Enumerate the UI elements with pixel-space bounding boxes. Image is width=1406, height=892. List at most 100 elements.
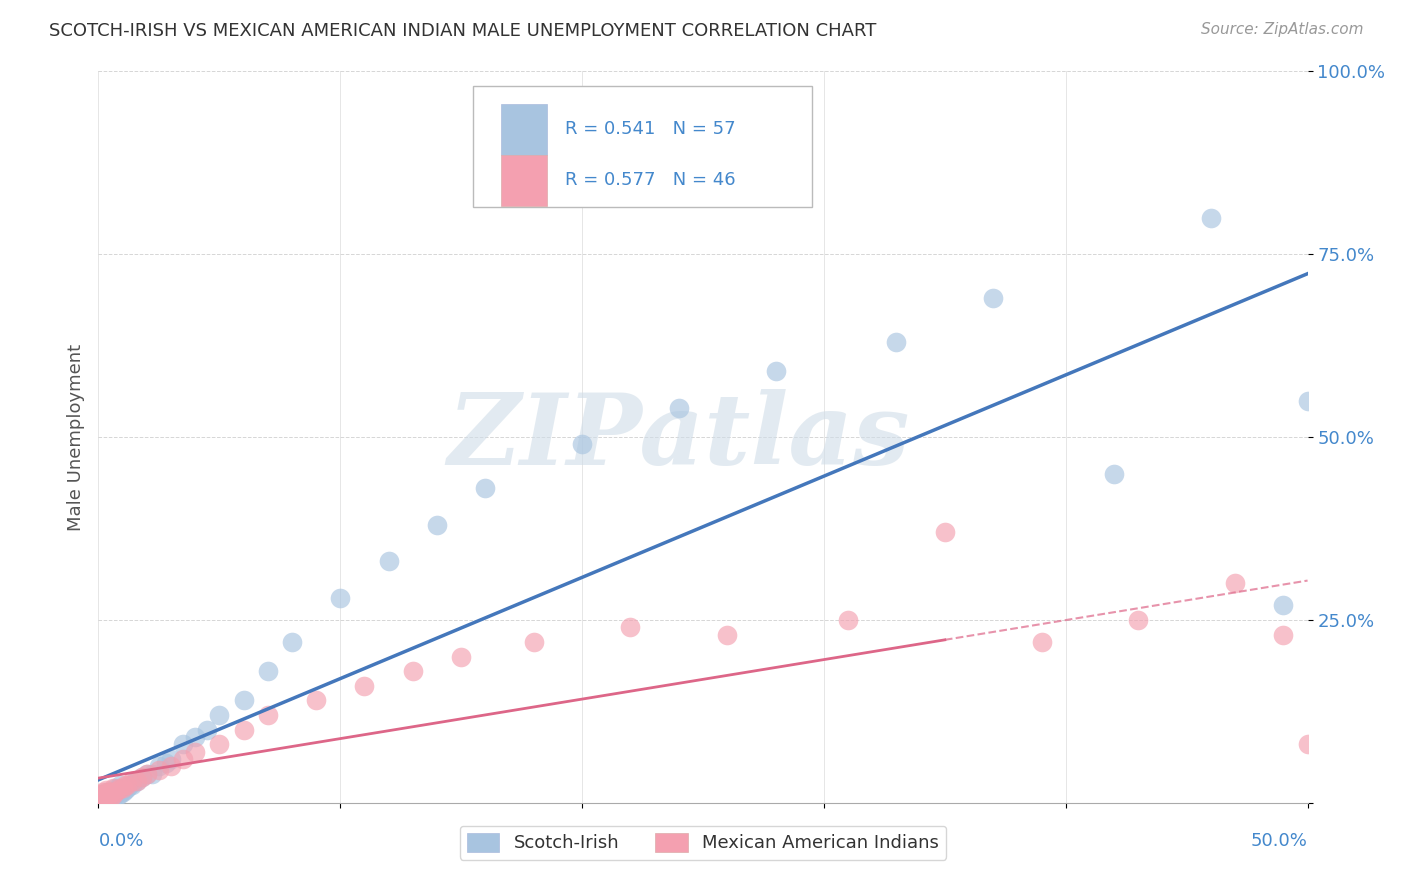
Point	[101, 781, 124, 796]
Point	[232, 723, 254, 737]
Point	[107, 781, 129, 796]
Point	[108, 778, 131, 792]
Point	[90, 789, 112, 804]
Point	[104, 781, 127, 796]
Point	[402, 664, 425, 678]
Point	[104, 785, 127, 799]
Point	[117, 781, 139, 796]
Point	[232, 693, 254, 707]
Text: SCOTCH-IRISH VS MEXICAN AMERICAN INDIAN MALE UNEMPLOYMENT CORRELATION CHART: SCOTCH-IRISH VS MEXICAN AMERICAN INDIAN …	[49, 22, 876, 40]
Point	[1296, 393, 1319, 408]
Point	[107, 782, 129, 797]
Point	[97, 789, 120, 804]
Point	[619, 620, 641, 634]
Text: 0.0%: 0.0%	[98, 832, 143, 850]
Point	[91, 787, 114, 801]
Point	[184, 730, 207, 744]
Point	[172, 737, 194, 751]
Point	[114, 782, 136, 797]
Point	[91, 789, 114, 803]
Point	[101, 785, 124, 799]
Point	[90, 792, 112, 806]
Text: R = 0.577   N = 46: R = 0.577 N = 46	[565, 171, 735, 189]
Point	[108, 787, 131, 801]
Point	[100, 785, 122, 799]
Point	[100, 789, 122, 803]
Point	[837, 613, 859, 627]
Point	[121, 778, 143, 792]
Point	[108, 781, 131, 796]
Point	[208, 737, 231, 751]
Point	[1272, 627, 1295, 641]
Point	[716, 627, 738, 641]
Point	[90, 792, 112, 806]
Text: ZIPatlas: ZIPatlas	[447, 389, 910, 485]
Point	[1128, 613, 1150, 627]
Point	[97, 792, 120, 806]
Point	[91, 792, 114, 806]
Point	[124, 773, 146, 788]
Point	[155, 756, 177, 770]
Point	[94, 792, 117, 806]
Point	[305, 693, 328, 707]
Point	[195, 723, 218, 737]
Point	[117, 778, 139, 792]
Point	[97, 787, 120, 801]
Point	[256, 708, 278, 723]
Point	[668, 401, 690, 415]
Point	[114, 778, 136, 792]
Point	[160, 759, 183, 773]
Point	[256, 664, 278, 678]
Point	[101, 789, 124, 803]
Point	[281, 635, 304, 649]
Point	[1296, 737, 1319, 751]
Point	[135, 766, 157, 780]
Point	[172, 752, 194, 766]
Point	[94, 792, 117, 806]
Point	[160, 752, 183, 766]
Point	[91, 785, 114, 799]
Point	[127, 773, 149, 788]
Point	[111, 781, 134, 796]
Point	[94, 785, 117, 799]
Point	[97, 785, 120, 799]
Point	[121, 773, 143, 788]
Point	[100, 785, 122, 799]
Point	[1272, 599, 1295, 613]
Text: 50.0%: 50.0%	[1251, 832, 1308, 850]
Point	[90, 789, 112, 803]
Point	[523, 635, 546, 649]
Point	[131, 770, 153, 784]
Point	[94, 782, 117, 797]
Text: Source: ZipAtlas.com: Source: ZipAtlas.com	[1201, 22, 1364, 37]
Point	[765, 364, 787, 378]
Point	[90, 787, 112, 801]
FancyBboxPatch shape	[474, 86, 811, 207]
Point	[1102, 467, 1125, 481]
Point	[329, 591, 352, 605]
Point	[377, 554, 399, 568]
Point	[100, 792, 122, 806]
Point	[107, 789, 129, 803]
Point	[94, 789, 117, 803]
Point	[104, 789, 127, 803]
Point	[934, 525, 956, 540]
Point	[981, 291, 1004, 305]
Point	[1031, 635, 1053, 649]
Point	[127, 773, 149, 788]
Point	[90, 790, 112, 805]
Point	[353, 679, 375, 693]
Point	[141, 766, 163, 780]
Point	[118, 778, 141, 792]
Point	[886, 334, 908, 349]
Point	[148, 759, 170, 773]
Point	[571, 437, 593, 451]
Point	[91, 792, 114, 806]
Point	[97, 789, 120, 804]
Point	[111, 785, 134, 799]
Point	[184, 745, 207, 759]
Point	[148, 763, 170, 777]
Legend: Scotch-Irish, Mexican American Indians: Scotch-Irish, Mexican American Indians	[460, 826, 946, 860]
Point	[101, 789, 124, 804]
Bar	[501, 154, 547, 206]
